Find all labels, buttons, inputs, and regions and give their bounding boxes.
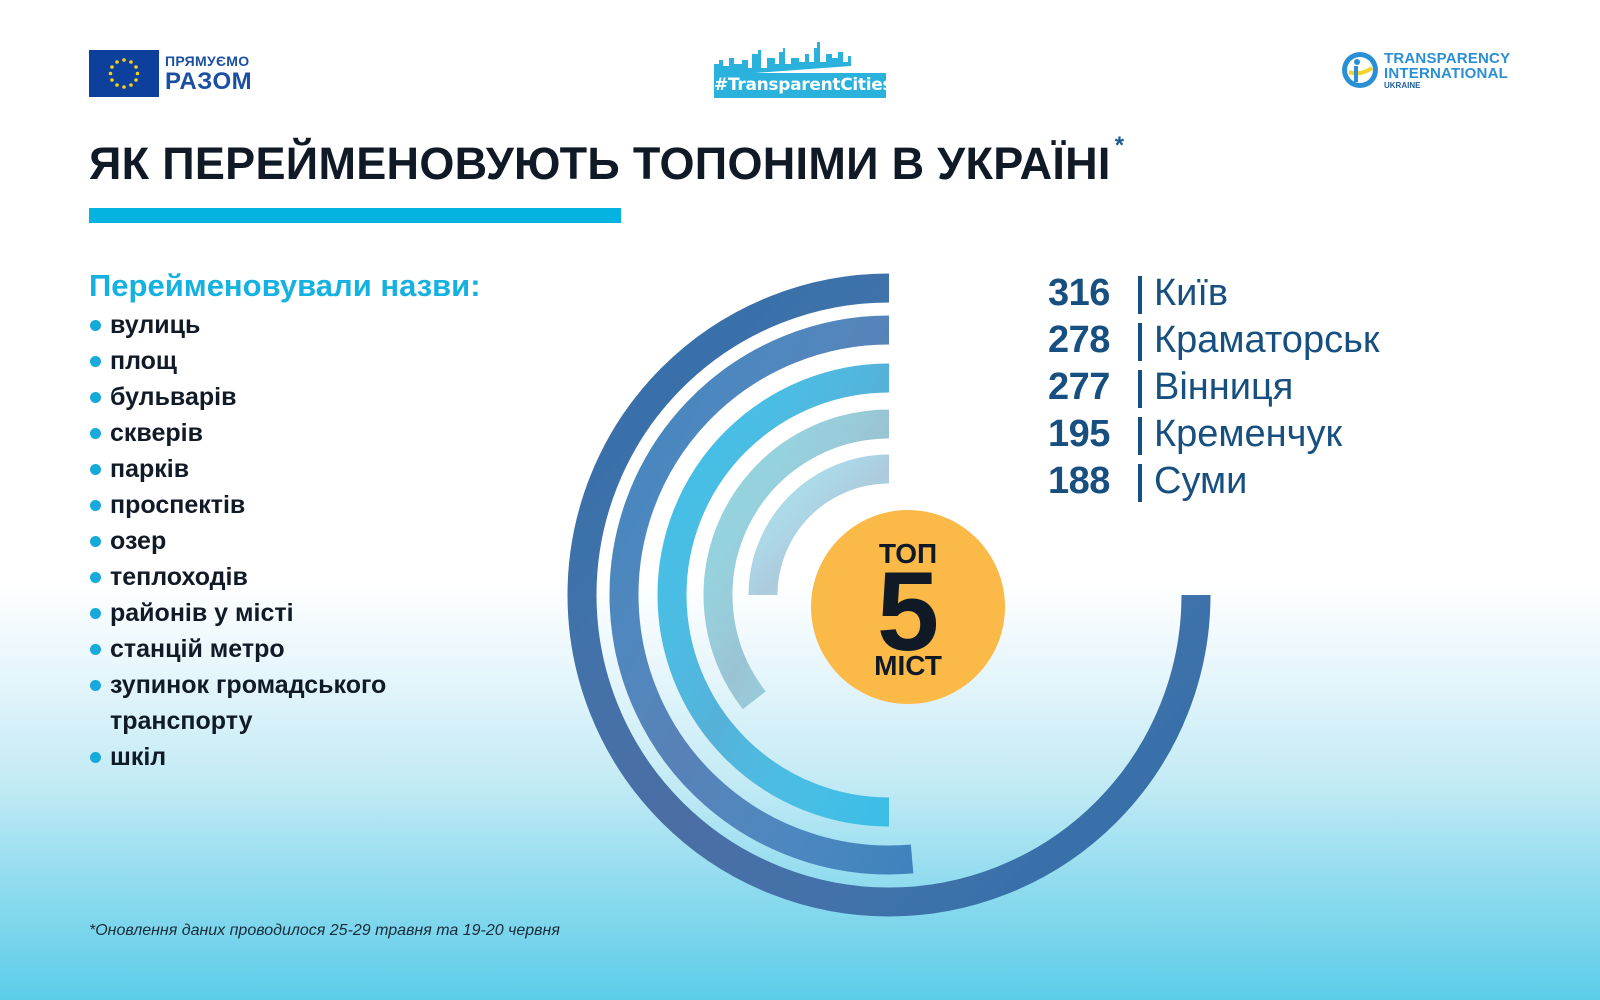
legend-item: 277 Вінниця — [1048, 364, 1380, 411]
transparency-international-logo: TRANSPARENCY INTERNATIONAL UKRAINE — [1340, 50, 1510, 90]
list-item: озер — [89, 524, 386, 560]
bullet-icon — [90, 752, 101, 763]
bullet-icon — [90, 428, 101, 439]
legend-separator — [1138, 323, 1142, 361]
bullet-icon — [90, 680, 101, 691]
list-item-label: площ — [110, 347, 178, 375]
eu-logo-line1: ПРЯМУЄМО — [165, 52, 250, 69]
list-item: зупинок громадського — [89, 668, 386, 704]
legend-value: 195 — [1048, 413, 1110, 455]
bullet-icon — [90, 644, 101, 655]
ti-logo-line2: INTERNATIONAL — [1384, 64, 1508, 82]
bullet-icon — [90, 464, 101, 475]
legend-city: Краматорськ — [1154, 319, 1380, 361]
legend-separator — [1138, 276, 1142, 314]
eu-flag-icon — [89, 50, 159, 97]
types-heading: Перейменовували назви: — [89, 268, 481, 303]
footnote-mark: * — [1114, 132, 1125, 159]
legend-value: 316 — [1048, 272, 1110, 314]
legend-item: 188 Суми — [1048, 458, 1380, 505]
legend-item: 278 Краматорськ — [1048, 317, 1380, 364]
bullet-icon — [90, 608, 101, 619]
list-item-label: озер — [110, 527, 167, 555]
legend-value: 277 — [1048, 366, 1110, 408]
chart-legend: 316 Київ 278 Краматорськ 277 Вінниця 195 Кремен… — [1048, 270, 1380, 505]
eu-logo: ПРЯМУЄМО РАЗОМ — [89, 50, 252, 97]
list-item: шкіл — [89, 740, 386, 776]
legend-city: Кременчук — [1154, 413, 1343, 455]
legend-separator — [1138, 464, 1142, 502]
legend-item: 195 Кременчук — [1048, 411, 1380, 458]
title-underline — [89, 208, 621, 223]
list-item-label: вулиць — [110, 311, 201, 339]
list-item-label: теплоходів — [110, 563, 248, 591]
list-item-label: бульварів — [110, 383, 237, 411]
list-item: районів у місті — [89, 596, 386, 632]
list-item-label: транспорту — [110, 707, 253, 735]
legend-separator — [1138, 370, 1142, 408]
bullet-icon — [90, 392, 101, 403]
transparent-cities-logo: #TransparentCities — [714, 40, 893, 98]
list-item: парків — [89, 452, 386, 488]
list-item-label: скверів — [110, 419, 203, 447]
footnote: *Оновлення даних проводилося 25-29 травн… — [89, 922, 560, 939]
bullet-icon — [90, 500, 101, 511]
list-item-label: станцій метро — [110, 635, 285, 663]
list-item: теплоходів — [89, 560, 386, 596]
bullet-icon — [90, 320, 101, 331]
ti-logo-line3: UKRAINE — [1384, 80, 1421, 90]
badge-top-label: ТОП — [878, 538, 938, 569]
bullet-icon — [90, 572, 101, 583]
ti-figure-icon — [1342, 52, 1378, 88]
list-item: площ — [89, 344, 386, 380]
legend-city: Суми — [1154, 460, 1248, 502]
badge-number: 5 — [876, 549, 940, 674]
list-item-label: проспектів — [110, 491, 246, 519]
list-item: скверів — [89, 416, 386, 452]
legend-value: 278 — [1048, 319, 1110, 361]
legend-separator — [1138, 417, 1142, 455]
page-title: ЯК ПЕРЕЙМЕНОВУЮТЬ ТОПОНІМИ В УКРАЇНІ * — [89, 132, 1125, 189]
top5-badge: ТОП 5 МІСТ — [811, 510, 1005, 704]
list-item: проспектів — [89, 488, 386, 524]
list-item: бульварів — [89, 380, 386, 416]
city-skyline-icon — [714, 42, 851, 76]
list-item: вулиць — [89, 308, 386, 344]
ti-logo-line1: TRANSPARENCY — [1384, 49, 1511, 67]
legend-city: Вінниця — [1154, 366, 1294, 408]
badge-bottom-label: МІСТ — [874, 650, 942, 681]
legend-city: Київ — [1154, 272, 1229, 314]
types-list: вулиць площ бульварів скверів парків проспект… — [89, 308, 386, 776]
legend-value: 188 — [1048, 460, 1110, 502]
eu-logo-line2: РАЗОМ — [165, 67, 253, 95]
bullet-icon — [90, 536, 101, 547]
bullet-icon — [90, 356, 101, 367]
list-item-label: шкіл — [110, 743, 167, 771]
list-item: станцій метро — [89, 632, 386, 668]
transparent-cities-tag: #TransparentCities — [714, 73, 893, 98]
legend-item: 316 Київ — [1048, 270, 1380, 317]
list-item-label: парків — [110, 455, 190, 483]
list-item-label: зупинок громадського — [110, 671, 387, 699]
list-item-label: районів у місті — [110, 599, 294, 627]
list-item: транспорту — [89, 704, 386, 740]
